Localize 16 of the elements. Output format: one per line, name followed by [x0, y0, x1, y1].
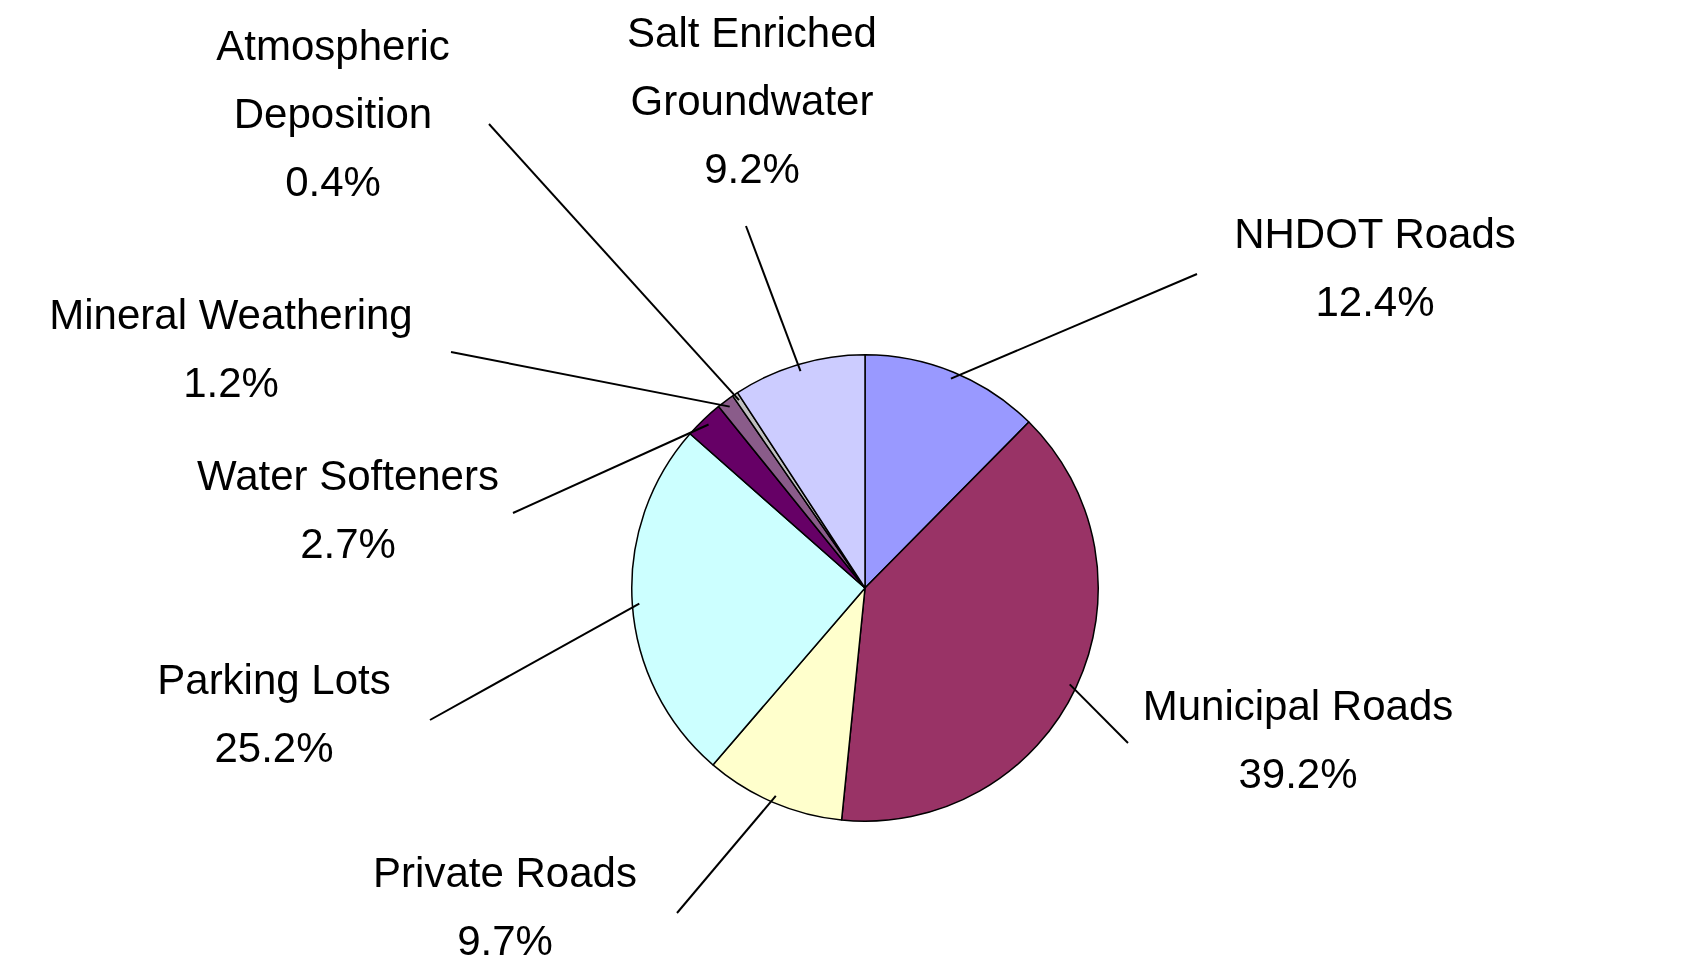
data-label: 9.2% — [704, 144, 800, 192]
data-label: 25.2% — [214, 723, 334, 771]
slice-label: Private Roads — [373, 848, 637, 896]
slice-label: Salt Enriched Groundwater — [627, 8, 877, 124]
slice-label: Municipal Roads — [1142, 681, 1454, 729]
data-label: 1.2% — [183, 358, 279, 406]
data-label: 12.4% — [1315, 277, 1435, 325]
data-label: 2.7% — [300, 519, 396, 567]
data-label: 9.7% — [457, 916, 553, 964]
slice-label: NHDOT Roads — [1234, 209, 1516, 257]
data-label: 0.4% — [285, 157, 381, 205]
data-label: 39.2% — [1238, 749, 1358, 797]
slice-label: Mineral Weathering — [49, 290, 413, 338]
slice-label: Parking Lots — [157, 655, 391, 703]
slice-label: Water Softeners — [197, 451, 499, 499]
slice-label: Atmospheric Deposition — [216, 21, 450, 137]
